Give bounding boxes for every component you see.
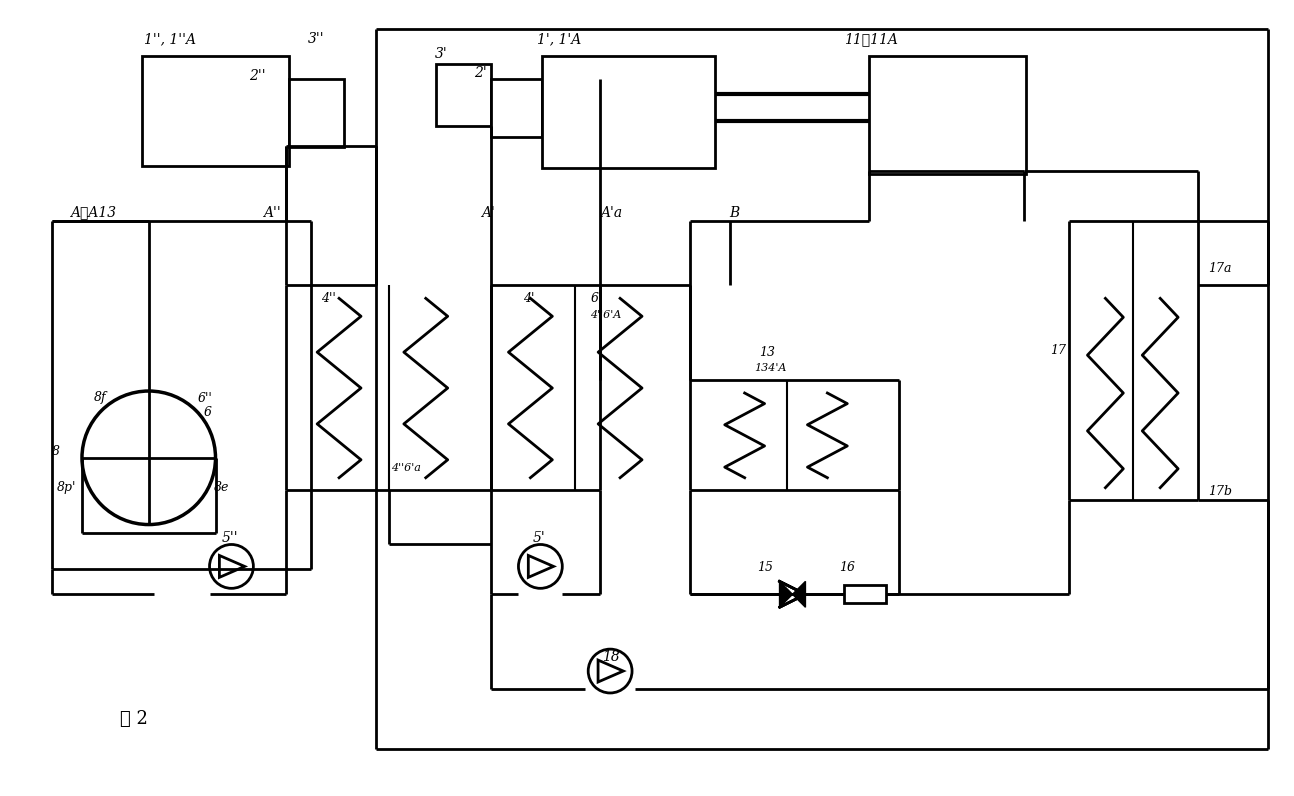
- Text: 6': 6': [590, 292, 602, 305]
- Text: A、A13: A、A13: [70, 205, 116, 220]
- Text: 8f: 8f: [94, 392, 106, 404]
- Text: 2': 2': [474, 66, 487, 80]
- Text: 13: 13: [760, 345, 775, 359]
- Text: A'a: A'a: [600, 205, 622, 220]
- Text: 5': 5': [532, 530, 545, 544]
- Text: 11、11A: 11、11A: [844, 33, 898, 46]
- Bar: [436, 64, 490, 126]
- Text: 17b: 17b: [1209, 486, 1232, 498]
- Bar: [290, 79, 344, 147]
- Text: 17a: 17a: [1209, 262, 1232, 275]
- Text: A'': A'': [264, 205, 281, 220]
- Text: 6'': 6'': [198, 392, 212, 404]
- Text: A': A': [480, 205, 494, 220]
- Text: 15: 15: [757, 561, 774, 574]
- Text: 1', 1'A: 1', 1'A: [537, 33, 581, 46]
- Text: 8p': 8p': [57, 482, 76, 494]
- Bar: [844, 585, 886, 603]
- Text: 1'', 1''A: 1'', 1''A: [144, 33, 195, 46]
- Text: 3': 3': [435, 47, 448, 61]
- Text: 16: 16: [840, 561, 855, 574]
- Bar: [870, 57, 1026, 174]
- Text: 3'': 3'': [308, 33, 325, 46]
- Text: 8: 8: [52, 445, 60, 458]
- Bar: [142, 57, 290, 166]
- Text: 6: 6: [203, 407, 211, 419]
- Text: 4': 4': [524, 292, 534, 305]
- Text: 4''6'A: 4''6'A: [590, 310, 621, 320]
- Text: B: B: [730, 205, 740, 220]
- Polygon shape: [779, 581, 805, 607]
- Text: 5'': 5'': [221, 530, 238, 544]
- Text: 17: 17: [1051, 344, 1066, 357]
- Text: 18: 18: [602, 650, 620, 664]
- Text: 2'': 2'': [250, 69, 267, 83]
- Bar: [490, 79, 542, 137]
- Text: 4'': 4'': [321, 292, 336, 305]
- Bar: [542, 57, 714, 168]
- Text: 图 2: 图 2: [120, 710, 148, 728]
- Text: 8e: 8e: [214, 482, 229, 494]
- Text: 4''6'a: 4''6'a: [391, 462, 421, 473]
- Text: 134'A: 134'A: [754, 363, 787, 373]
